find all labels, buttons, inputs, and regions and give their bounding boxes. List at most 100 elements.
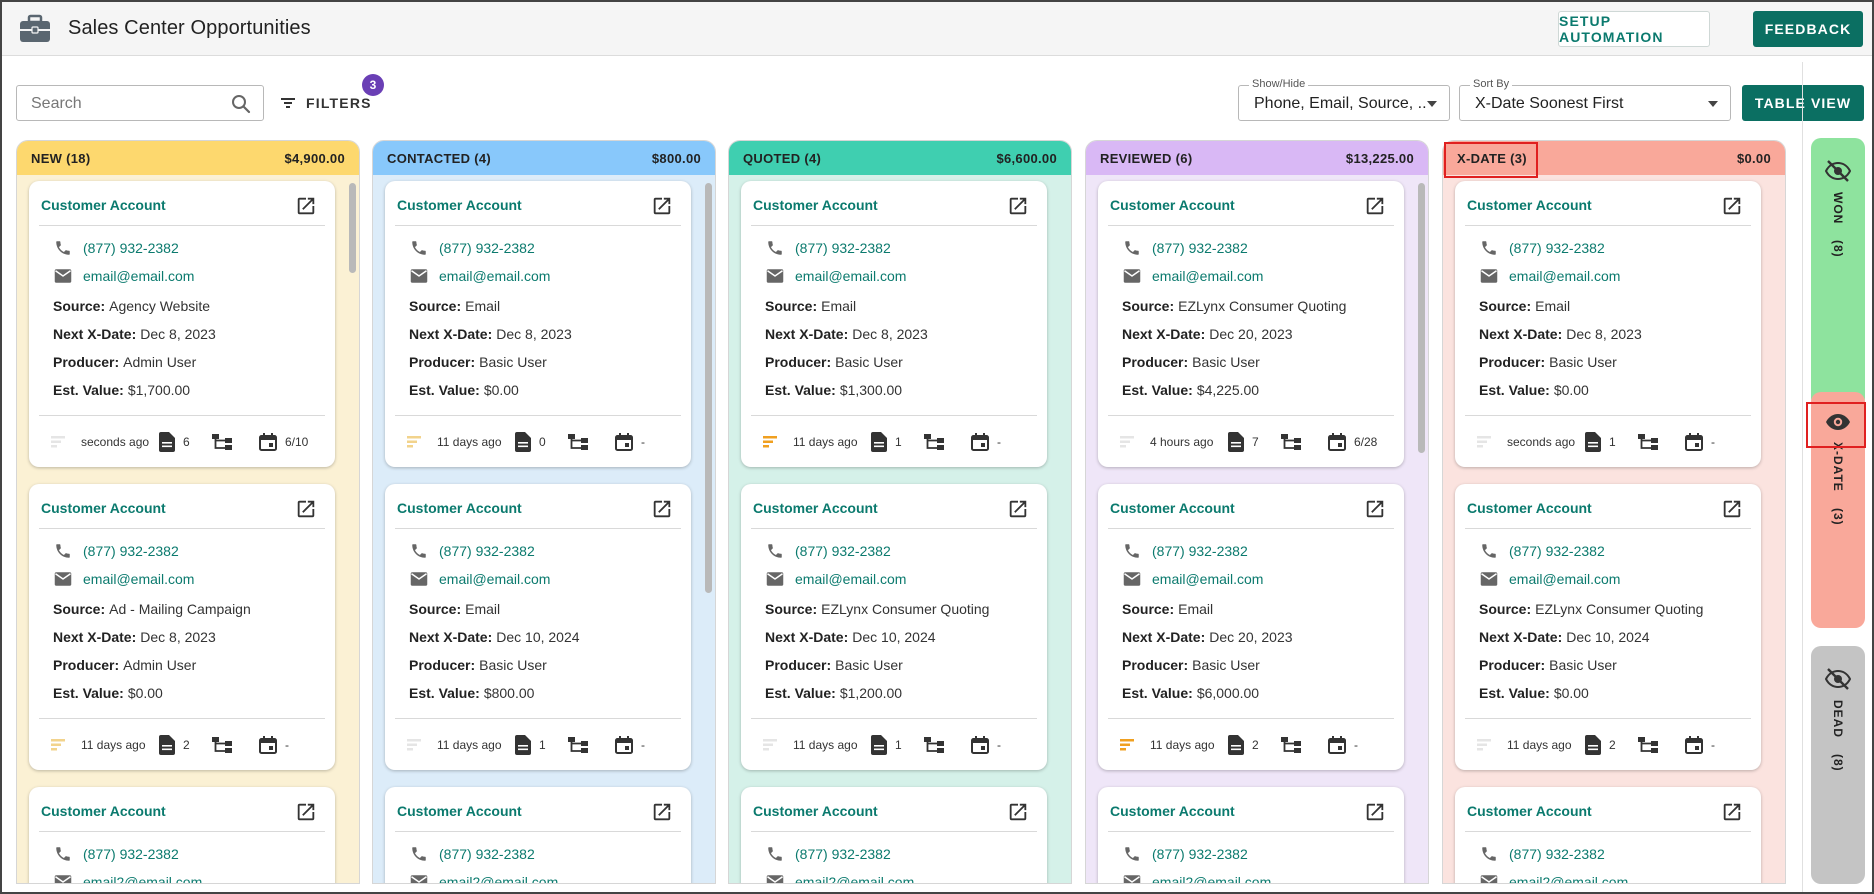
open-external-icon[interactable] (295, 801, 317, 823)
calendar-task[interactable]: - (971, 433, 1001, 451)
show-hide-select[interactable]: Show/Hide Phone, Email, Source, ... (1238, 78, 1450, 121)
documents-count[interactable]: 2 (1228, 735, 1280, 755)
table-view-button[interactable]: TABLE VIEW (1742, 85, 1864, 121)
opportunity-card[interactable]: Customer Account (877) 932-2382 email@emai… (1098, 484, 1404, 770)
customer-account-link[interactable]: Customer Account (41, 803, 166, 819)
email-link[interactable]: email@email.com (83, 571, 195, 587)
workflow-button[interactable] (1280, 736, 1328, 754)
document-icon[interactable] (159, 432, 175, 452)
rail-tab-dead[interactable]: DEAD (8) (1811, 646, 1865, 884)
documents-count[interactable]: 0 (515, 432, 567, 452)
customer-account-link[interactable]: Customer Account (1467, 197, 1592, 213)
hierarchy-icon[interactable] (1280, 433, 1302, 451)
opportunity-card[interactable]: Customer Account (877) 932-2382 email2@ema… (1098, 787, 1404, 883)
opportunity-card[interactable]: Customer Account (877) 932-2382 email2@ema… (29, 787, 335, 884)
scrollbar-thumb[interactable] (1418, 183, 1425, 453)
phone-link[interactable]: (877) 932-2382 (439, 543, 535, 559)
phone-link[interactable]: (877) 932-2382 (83, 846, 179, 862)
open-external-icon[interactable] (1364, 195, 1386, 217)
customer-account-link[interactable]: Customer Account (753, 500, 878, 516)
document-icon[interactable] (1585, 735, 1601, 755)
calendar-icon[interactable] (971, 433, 989, 451)
open-external-icon[interactable] (295, 195, 317, 217)
customer-account-link[interactable]: Customer Account (1110, 500, 1235, 516)
email-link[interactable]: email2@email.com (439, 874, 559, 884)
email-link[interactable]: email@email.com (1509, 268, 1621, 284)
calendar-task[interactable]: - (971, 736, 1001, 754)
opportunity-card[interactable]: Customer Account (877) 932-2382 email2@ema… (385, 787, 691, 884)
calendar-icon[interactable] (259, 736, 277, 754)
email-link[interactable]: email@email.com (1152, 571, 1264, 587)
opportunity-card[interactable]: Customer Account (877) 932-2382 email@emai… (385, 484, 691, 770)
calendar-task[interactable]: - (615, 736, 645, 754)
rail-tab-x-date[interactable]: X-DATE (3) (1811, 392, 1865, 628)
phone-link[interactable]: (877) 932-2382 (439, 846, 535, 862)
calendar-icon[interactable] (1328, 736, 1346, 754)
eye-icon[interactable] (1825, 412, 1851, 432)
calendar-task[interactable]: - (1685, 736, 1715, 754)
hierarchy-icon[interactable] (1637, 433, 1659, 451)
opportunity-card[interactable]: Customer Account (877) 932-2382 email@emai… (385, 181, 691, 467)
feedback-button[interactable]: FEEDBACK (1753, 11, 1863, 47)
documents-count[interactable]: 2 (1585, 735, 1637, 755)
opportunity-card[interactable]: Customer Account (877) 932-2382 email@emai… (1455, 181, 1761, 467)
phone-link[interactable]: (877) 932-2382 (1509, 846, 1605, 862)
customer-account-link[interactable]: Customer Account (753, 803, 878, 819)
email-link[interactable]: email@email.com (795, 268, 907, 284)
workflow-button[interactable] (567, 433, 615, 451)
customer-account-link[interactable]: Customer Account (41, 197, 166, 213)
phone-link[interactable]: (877) 932-2382 (795, 240, 891, 256)
email-link[interactable]: email2@email.com (83, 874, 203, 884)
calendar-task[interactable]: - (259, 736, 289, 754)
documents-count[interactable]: 2 (159, 735, 211, 755)
hierarchy-icon[interactable] (1637, 736, 1659, 754)
calendar-icon[interactable] (1328, 433, 1346, 451)
phone-link[interactable]: (877) 932-2382 (83, 543, 179, 559)
calendar-icon[interactable] (615, 433, 633, 451)
hierarchy-icon[interactable] (567, 433, 589, 451)
open-external-icon[interactable] (651, 801, 673, 823)
documents-count[interactable]: 1 (1585, 432, 1637, 452)
opportunity-card[interactable]: Customer Account (877) 932-2382 email@emai… (29, 181, 335, 467)
open-external-icon[interactable] (651, 195, 673, 217)
calendar-task[interactable]: - (1328, 736, 1358, 754)
eye-off-icon[interactable] (1825, 668, 1851, 690)
workflow-button[interactable] (923, 736, 971, 754)
phone-link[interactable]: (877) 932-2382 (83, 240, 179, 256)
opportunity-card[interactable]: Customer Account (877) 932-2382 email2@ema… (1455, 787, 1761, 883)
hierarchy-icon[interactable] (567, 736, 589, 754)
open-external-icon[interactable] (651, 498, 673, 520)
customer-account-link[interactable]: Customer Account (1467, 500, 1592, 516)
scrollbar-thumb[interactable] (349, 183, 356, 273)
open-external-icon[interactable] (1007, 195, 1029, 217)
workflow-button[interactable] (211, 736, 259, 754)
opportunity-card[interactable]: Customer Account (877) 932-2382 email@emai… (1098, 181, 1404, 467)
search-icon[interactable] (231, 94, 251, 114)
column-scrollbar[interactable] (1775, 183, 1782, 873)
phone-link[interactable]: (877) 932-2382 (795, 846, 891, 862)
documents-count[interactable]: 6 (159, 432, 211, 452)
calendar-icon[interactable] (1685, 736, 1703, 754)
document-icon[interactable] (1585, 432, 1601, 452)
phone-link[interactable]: (877) 932-2382 (439, 240, 535, 256)
search-input[interactable] (31, 94, 221, 114)
open-external-icon[interactable] (1721, 195, 1743, 217)
phone-link[interactable]: (877) 932-2382 (1152, 240, 1248, 256)
scrollbar-thumb[interactable] (705, 183, 712, 593)
document-icon[interactable] (159, 735, 175, 755)
opportunity-card[interactable]: Customer Account (877) 932-2382 email@emai… (29, 484, 335, 770)
workflow-button[interactable] (1280, 433, 1328, 451)
document-icon[interactable] (1228, 735, 1244, 755)
document-icon[interactable] (515, 735, 531, 755)
calendar-icon[interactable] (615, 736, 633, 754)
document-icon[interactable] (1228, 432, 1244, 452)
hierarchy-icon[interactable] (923, 736, 945, 754)
calendar-icon[interactable] (971, 736, 989, 754)
email-link[interactable]: email@email.com (439, 571, 551, 587)
customer-account-link[interactable]: Customer Account (41, 500, 166, 516)
customer-account-link[interactable]: Customer Account (1110, 803, 1235, 819)
workflow-button[interactable] (567, 736, 615, 754)
open-external-icon[interactable] (1721, 498, 1743, 520)
email-link[interactable]: email@email.com (439, 268, 551, 284)
workflow-button[interactable] (1637, 736, 1685, 754)
